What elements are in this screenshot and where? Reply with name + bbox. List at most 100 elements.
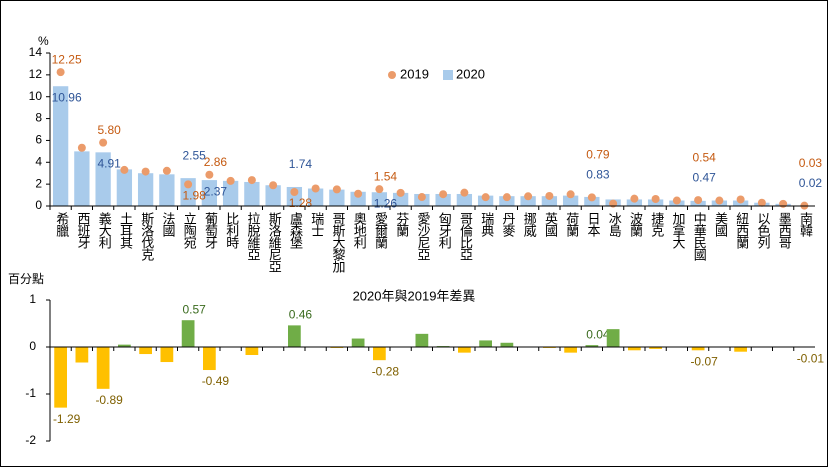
value-label: 2.55 bbox=[182, 148, 206, 162]
x-tick-label: 西班牙 bbox=[75, 212, 90, 249]
x-tick-label: 荷蘭 bbox=[564, 212, 579, 237]
bar bbox=[329, 189, 345, 206]
bar bbox=[203, 347, 216, 371]
x-tick-label: 比利時 bbox=[224, 212, 239, 249]
dot bbox=[587, 193, 596, 202]
dot bbox=[481, 193, 490, 202]
dot bbox=[120, 165, 129, 174]
y-tick-label: 0 bbox=[35, 198, 42, 212]
bar bbox=[628, 347, 641, 351]
bar bbox=[373, 347, 386, 361]
x-tick-label: 瑞士 bbox=[309, 212, 324, 236]
value-label: -0.49 bbox=[202, 374, 230, 388]
x-tick-label: 土耳其 bbox=[118, 212, 133, 249]
dot bbox=[226, 176, 235, 185]
bar bbox=[456, 193, 473, 206]
dot bbox=[354, 189, 363, 198]
dot bbox=[141, 167, 150, 176]
bar bbox=[520, 196, 536, 206]
x-tick-label: 愛沙尼亞 bbox=[415, 212, 430, 260]
x-tick-label: 南韓 bbox=[798, 211, 813, 237]
x-tick-label: 冰島 bbox=[607, 212, 622, 237]
bar bbox=[244, 181, 260, 206]
value-label: 10.96 bbox=[52, 90, 82, 104]
dot bbox=[545, 191, 554, 200]
dot bbox=[99, 138, 108, 147]
panel-title: 2020年與2019年差異 bbox=[353, 288, 476, 303]
value-label: 1.54 bbox=[374, 169, 398, 183]
value-label: 5.80 bbox=[97, 123, 121, 137]
dot bbox=[396, 188, 405, 197]
dot bbox=[56, 68, 65, 77]
value-label: 0.83 bbox=[586, 168, 610, 182]
y-tick-label: -2 bbox=[25, 433, 36, 447]
bar bbox=[435, 193, 451, 206]
bar bbox=[351, 338, 365, 347]
x-tick-label: 拉脫維亞 bbox=[245, 212, 260, 260]
bar bbox=[139, 347, 152, 355]
value-label: -0.89 bbox=[95, 393, 123, 407]
y-tick-label: 1 bbox=[29, 292, 36, 306]
x-tick-label: 紐西蘭 bbox=[734, 212, 749, 249]
value-label: 0.57 bbox=[182, 302, 206, 316]
x-tick-label: 法國 bbox=[160, 212, 175, 237]
legend-swatch bbox=[443, 70, 453, 80]
value-label: 0.47 bbox=[692, 170, 716, 184]
value-label: 12.25 bbox=[52, 52, 82, 66]
x-tick-label: 芬蘭 bbox=[394, 212, 409, 237]
y-tick-label: 0 bbox=[29, 339, 36, 353]
y-tick-label: 14 bbox=[29, 45, 43, 59]
bar bbox=[649, 347, 662, 349]
dot bbox=[566, 190, 575, 199]
value-label: 0.46 bbox=[289, 308, 313, 322]
bar bbox=[74, 151, 90, 206]
x-tick-label: 葡萄牙 bbox=[203, 212, 218, 249]
bar bbox=[201, 180, 218, 206]
bar bbox=[288, 325, 301, 347]
value-label: 0.02 bbox=[799, 176, 823, 190]
x-tick-label: 盧森堡 bbox=[288, 212, 303, 249]
bar bbox=[541, 196, 558, 206]
x-tick-label: 義大利 bbox=[97, 211, 112, 249]
bar bbox=[181, 320, 195, 347]
dot bbox=[757, 198, 766, 207]
x-tick-label: 立陶宛 bbox=[182, 212, 197, 250]
value-label: -0.01 bbox=[797, 352, 825, 366]
x-tick-label: 斯洛伐克 bbox=[139, 212, 154, 262]
legend-label: 2019 bbox=[400, 66, 429, 81]
dot bbox=[651, 195, 660, 204]
bar bbox=[160, 347, 174, 363]
y-tick-label: 12 bbox=[29, 67, 43, 81]
bar bbox=[691, 347, 705, 351]
x-tick-label: 瑞典 bbox=[479, 212, 494, 237]
value-label: 1.28 bbox=[289, 196, 313, 210]
legend-swatch bbox=[388, 71, 396, 79]
x-tick-label: 挪威 bbox=[522, 212, 537, 237]
dot bbox=[332, 185, 341, 194]
dot bbox=[269, 181, 278, 190]
dot bbox=[375, 185, 384, 194]
dot bbox=[162, 166, 171, 175]
bar bbox=[95, 152, 111, 206]
x-tick-label: 美國 bbox=[713, 212, 728, 237]
x-tick-label: 哥倫比亞 bbox=[458, 212, 473, 260]
dot bbox=[439, 190, 448, 199]
value-label: 2.86 bbox=[204, 155, 228, 169]
bar bbox=[265, 185, 281, 206]
y-tick-label: 10 bbox=[29, 89, 43, 103]
x-tick-label: 丹麥 bbox=[500, 212, 515, 238]
bar bbox=[734, 347, 747, 352]
value-label: 1.98 bbox=[182, 189, 206, 203]
dot bbox=[736, 195, 745, 204]
x-tick-label: 日本 bbox=[585, 212, 600, 237]
x-tick-label: 奧地利 bbox=[352, 212, 367, 249]
bar bbox=[626, 199, 643, 206]
y-axis-label: % bbox=[38, 34, 49, 48]
dot bbox=[502, 193, 511, 202]
dot bbox=[672, 196, 681, 205]
dot bbox=[715, 196, 724, 205]
bar bbox=[350, 191, 366, 206]
x-tick-label: 以色列 bbox=[755, 212, 770, 250]
bar bbox=[245, 347, 259, 355]
